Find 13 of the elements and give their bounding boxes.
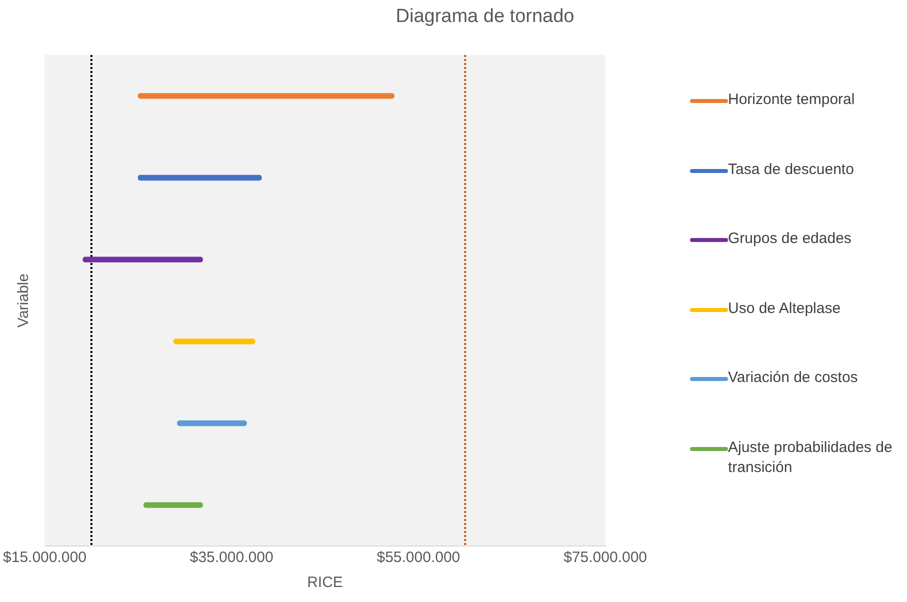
y-axis-title: Variable <box>14 274 32 328</box>
legend-label: Tasa de descuento <box>728 160 854 180</box>
chart-title: Diagrama de tornado <box>394 6 576 28</box>
x-tick-label: $15.000.000 <box>2 549 86 566</box>
x-tick-label: $75.000.000 <box>564 549 648 566</box>
legend-label: Grupos de edades <box>728 229 852 249</box>
legend-label: Uso de Alteplase <box>728 298 841 318</box>
legend-label: Variación de costos <box>728 368 858 388</box>
x-axis-title: RICE <box>307 574 343 592</box>
legend-label: Horizonte temporal <box>728 90 855 110</box>
x-tick-label: $55.000.000 <box>376 549 460 566</box>
x-tick-label: $35.000.000 <box>190 549 274 566</box>
legend-label: Ajuste probabilidades de transición <box>728 438 894 478</box>
